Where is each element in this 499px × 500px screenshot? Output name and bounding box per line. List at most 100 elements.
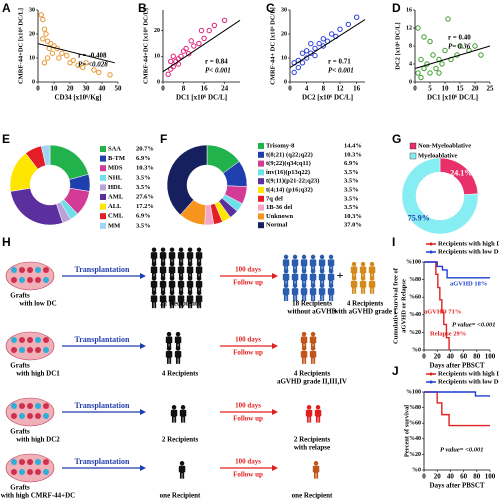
y-tick-label: %60 (409, 295, 421, 301)
followup-label: Follow up (233, 349, 263, 357)
legend-swatch (258, 169, 264, 176)
point (418, 56, 424, 63)
graft-cell (27, 459, 33, 465)
point (312, 45, 318, 52)
x-tick-label: 0 (422, 473, 426, 481)
y-tick-label: 30 (281, 7, 287, 13)
recipients-label: 4 Recipients (162, 370, 199, 378)
person-icon (309, 346, 317, 364)
graft-cell (35, 337, 41, 343)
x-tick-label: 15 (457, 85, 465, 93)
fit-line (414, 45, 491, 69)
y-tick-label: %80 (409, 405, 421, 411)
arrow-head (140, 409, 146, 415)
graft-cell (19, 337, 25, 343)
y-tick-label: 20 (154, 28, 160, 34)
point (328, 31, 335, 37)
transplant-label: Transplantation (75, 401, 131, 410)
legend-value: 3.5% (344, 169, 359, 176)
point (185, 51, 192, 57)
legend-label: MDS (108, 165, 123, 172)
outcome-label: aGVHD grade II,III,IV (277, 378, 347, 386)
x-tick-label: 24 (221, 85, 229, 93)
legend-label: SAA (108, 145, 121, 152)
annotation: P= <0.028 (78, 61, 108, 69)
panel-label: H (2, 235, 11, 249)
point (206, 27, 212, 34)
x-axis-label: DC2 [x10⁶ DC/L] (302, 94, 353, 102)
x-tick-label: 25 (487, 85, 495, 93)
x-tick-label: 8 (322, 85, 326, 93)
legend-swatch (100, 174, 106, 181)
annotation: P value= <0.001 (452, 321, 495, 328)
survival-curve (424, 261, 490, 279)
legend-label: Recipients with low DC (438, 378, 499, 385)
legend-label: Normal (266, 222, 287, 229)
point (38, 12, 44, 18)
graft-cell (43, 267, 49, 273)
y-tick-label: 4 (409, 61, 412, 67)
graft-cell (11, 347, 17, 353)
outcome-label: with relapse (294, 444, 330, 452)
y-tick-label: %100 (406, 389, 421, 395)
panel-label: I (392, 235, 395, 249)
legend-value: 14.4% (344, 142, 362, 149)
outcome-label: 2 Recipients (294, 436, 331, 444)
person-icon (150, 290, 158, 309)
legend-swatch (258, 213, 264, 220)
point (43, 31, 49, 37)
point (211, 22, 218, 29)
person-icon (327, 283, 335, 302)
outcome-label: 4 Recipients (294, 370, 331, 378)
x-tick-label: 0 (413, 85, 417, 93)
panel-label: J (392, 364, 399, 378)
legend-value: 3.5% (136, 174, 151, 181)
graft-label: with high CMRF-44+DC (1, 492, 75, 500)
point (70, 57, 76, 64)
x-tick-label: 40 (447, 353, 455, 361)
followup-label: 100 days (235, 336, 261, 344)
y-tick-label: 8 (409, 43, 412, 49)
point (44, 55, 51, 61)
x-tick-label: 0 (161, 85, 165, 93)
legend-swatch (100, 203, 106, 210)
legend-label: Non-Myeloablative (418, 142, 471, 149)
legend-value: 3.5% (344, 195, 359, 202)
x-tick-label: 80 (473, 353, 481, 361)
slice-label: 75.9% (408, 213, 430, 222)
x-tick-label: 40 (447, 473, 455, 481)
graft-cell (19, 469, 25, 475)
arrow-head (272, 409, 278, 415)
graft-cell (27, 469, 33, 475)
graft-cell (27, 347, 33, 353)
outcome-label: without aGVHD (287, 308, 336, 316)
y-tick-label: 0 (284, 79, 287, 85)
point (165, 71, 171, 77)
legend-swatch (100, 146, 106, 152)
legend-marker (429, 242, 433, 246)
graft-dish (5, 397, 55, 427)
person-icon (305, 405, 313, 423)
graft-label: Grafts (10, 428, 30, 436)
point (91, 67, 97, 73)
x-tick-label: 0 (36, 85, 40, 93)
legend-label: MM (108, 222, 120, 229)
y-tick-label: %40 (409, 312, 421, 318)
x-tick-label: 8 (182, 85, 186, 93)
x-tick-label: 5 (428, 85, 432, 93)
y-tick-label: 10 (154, 54, 160, 60)
graft-cell (43, 337, 49, 343)
legend-swatch (100, 184, 106, 191)
y-axis-label: CMRF-44+DC [x10⁶ DC/L] (17, 8, 24, 84)
donut-slice (49, 144, 89, 180)
legend-value: 3.5% (344, 186, 359, 193)
y-tick-label: %60 (409, 421, 421, 427)
person-icon (282, 283, 290, 302)
fit-line (162, 19, 241, 73)
y-tick-label: 12 (406, 25, 412, 31)
recipients-label: one Recipient (160, 492, 201, 500)
graft-cell (43, 347, 49, 353)
x-tick-label: 20 (434, 353, 442, 361)
transplant-label: Transplantation (75, 265, 131, 274)
graft-cell (11, 459, 17, 465)
